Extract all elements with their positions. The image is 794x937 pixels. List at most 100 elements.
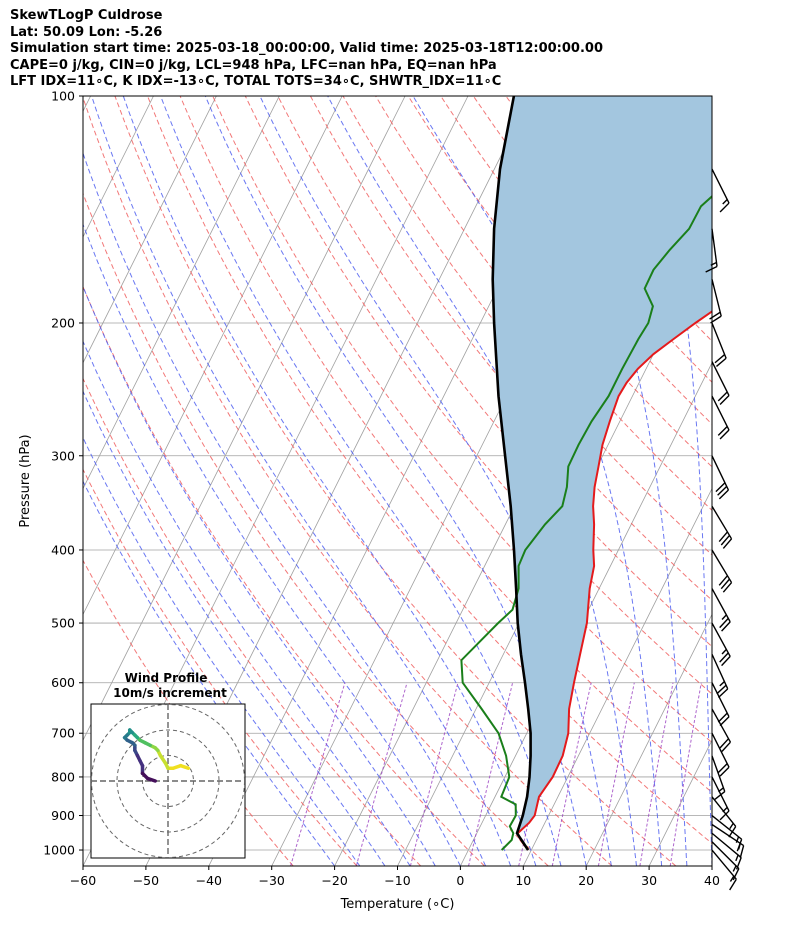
wind-barb xyxy=(711,549,733,593)
moist-adiabat-line xyxy=(83,151,487,866)
dewpoint-profile xyxy=(460,195,712,851)
wind-barb-flag xyxy=(720,534,731,546)
wind-barb-staff xyxy=(711,168,730,204)
y-tick-label: 800 xyxy=(51,769,75,784)
wind-barb xyxy=(711,849,737,891)
x-tick-label: −10 xyxy=(384,873,410,888)
wind-barb xyxy=(711,755,726,800)
wind-barb-flag xyxy=(719,429,730,440)
dry-adiabat-line xyxy=(407,96,712,468)
mixing-ratio-line xyxy=(468,682,514,866)
wind-barb-half-flag xyxy=(710,261,717,266)
x-tick-label: −60 xyxy=(70,873,96,888)
wind-barb-flag xyxy=(722,538,733,549)
wind-barb-staff xyxy=(711,228,718,267)
wind-barb-staff xyxy=(711,455,730,491)
wind-barb-half-flag xyxy=(719,681,725,687)
wind-barb-flag xyxy=(719,652,729,663)
wind-barb-flag xyxy=(719,738,730,749)
hodograph-trace-segment xyxy=(145,776,157,783)
wind-barb-flag xyxy=(728,826,737,838)
mixing-ratio-line xyxy=(355,682,408,866)
moist-adiabat-line xyxy=(83,390,386,866)
mixing-ratio-line xyxy=(597,682,635,866)
moist-adiabat-line xyxy=(83,340,411,866)
y-tick-label: 300 xyxy=(51,448,75,463)
mixing-ratio-line xyxy=(639,682,674,866)
wind-barb-flag xyxy=(719,810,730,821)
wind-barb xyxy=(709,279,722,324)
wind-barb xyxy=(711,653,729,698)
wind-barb-flag xyxy=(735,857,742,870)
wind-barb-staff xyxy=(711,708,732,743)
wind-barb-flag xyxy=(721,621,731,632)
wind-barb-flag xyxy=(714,791,726,800)
wind-barb xyxy=(711,622,731,667)
wind-barb-flag xyxy=(718,489,729,500)
profiles xyxy=(460,96,712,851)
wind-barb-flag xyxy=(719,395,730,405)
moist-adiabat-line xyxy=(723,96,738,866)
x-tick-label: 0 xyxy=(456,873,464,888)
wind-barb xyxy=(711,823,745,858)
wind-barb-staff xyxy=(711,814,743,840)
wind-barb-flag xyxy=(718,575,728,586)
wind-barb xyxy=(711,814,743,852)
isotherm-line xyxy=(83,96,406,742)
wind-barb-flag xyxy=(722,582,733,593)
station-location: Lat: 50.09 Lon: -5.26 xyxy=(10,24,163,40)
chart-header: SkewTLogP Culdrose Lat: 50.09 Lon: -5.26… xyxy=(10,8,603,91)
wind-barb-flag xyxy=(717,763,728,774)
wind-barb-flag xyxy=(715,482,726,493)
wind-barb-flag xyxy=(732,868,740,881)
wind-barb-staff xyxy=(711,622,731,657)
wind-barb-staff xyxy=(711,279,722,317)
chart-title: SkewTLogP Culdrose xyxy=(10,8,163,23)
isotherm-line xyxy=(775,96,794,866)
wind-barb-staff xyxy=(711,361,730,396)
wind-barb xyxy=(711,708,732,752)
wind-barb-flag xyxy=(717,425,728,436)
wind-barb-half-flag xyxy=(735,836,740,843)
dry-adiabat-line xyxy=(244,96,712,695)
wind-barb-flag xyxy=(729,878,737,891)
wind-barb-flag xyxy=(720,578,731,590)
wind-barb-staff xyxy=(711,732,730,768)
moist-adiabat-line xyxy=(160,96,562,866)
wind-barb-staff xyxy=(711,588,731,623)
y-tick-label: 600 xyxy=(51,675,75,690)
wind-barb xyxy=(711,682,730,727)
wind-barb-staff xyxy=(711,841,740,870)
isotherm-line xyxy=(83,96,154,238)
wind-barb-flag xyxy=(716,684,727,695)
x-tick-label: −50 xyxy=(133,873,159,888)
wind-barb-staff xyxy=(711,505,733,540)
y-axis-label: Pressure (hPa) xyxy=(18,434,33,527)
wind-barb-staff xyxy=(711,755,726,792)
wind-barb-flag xyxy=(714,354,726,364)
isotherm-line xyxy=(83,96,91,113)
wind-barb xyxy=(711,395,730,440)
wind-barb-staff xyxy=(711,776,730,812)
dry-adiabat-line xyxy=(114,96,677,866)
moist-adiabat-line xyxy=(83,436,361,866)
x-tick-label: −40 xyxy=(196,873,222,888)
wind-barb-half-flag xyxy=(718,787,724,793)
moist-adiabat-line xyxy=(91,96,512,866)
x-tick-label: 20 xyxy=(578,873,594,888)
isotherm-line xyxy=(83,96,280,490)
moist-adiabat-line xyxy=(83,223,461,866)
wind-barb-staff xyxy=(711,653,729,690)
hodograph-title: Wind Profile xyxy=(125,671,208,685)
wind-barb-flag xyxy=(721,655,731,667)
wind-barb-half-flag xyxy=(732,865,737,872)
dry-adiabat-line xyxy=(83,96,613,866)
x-axis-label: Temperature (∘C) xyxy=(340,897,455,912)
isotherm-line xyxy=(83,96,343,616)
wind-barb-staff xyxy=(711,682,730,718)
moist-adiabat-line xyxy=(122,96,537,866)
dry-adiabat-line xyxy=(83,468,358,866)
dry-adiabat-line xyxy=(83,285,485,866)
wind-barb-flag xyxy=(710,315,722,324)
y-axis-ticks: 100 200 300 400 500 600 700 800 900 1000 xyxy=(43,89,83,858)
